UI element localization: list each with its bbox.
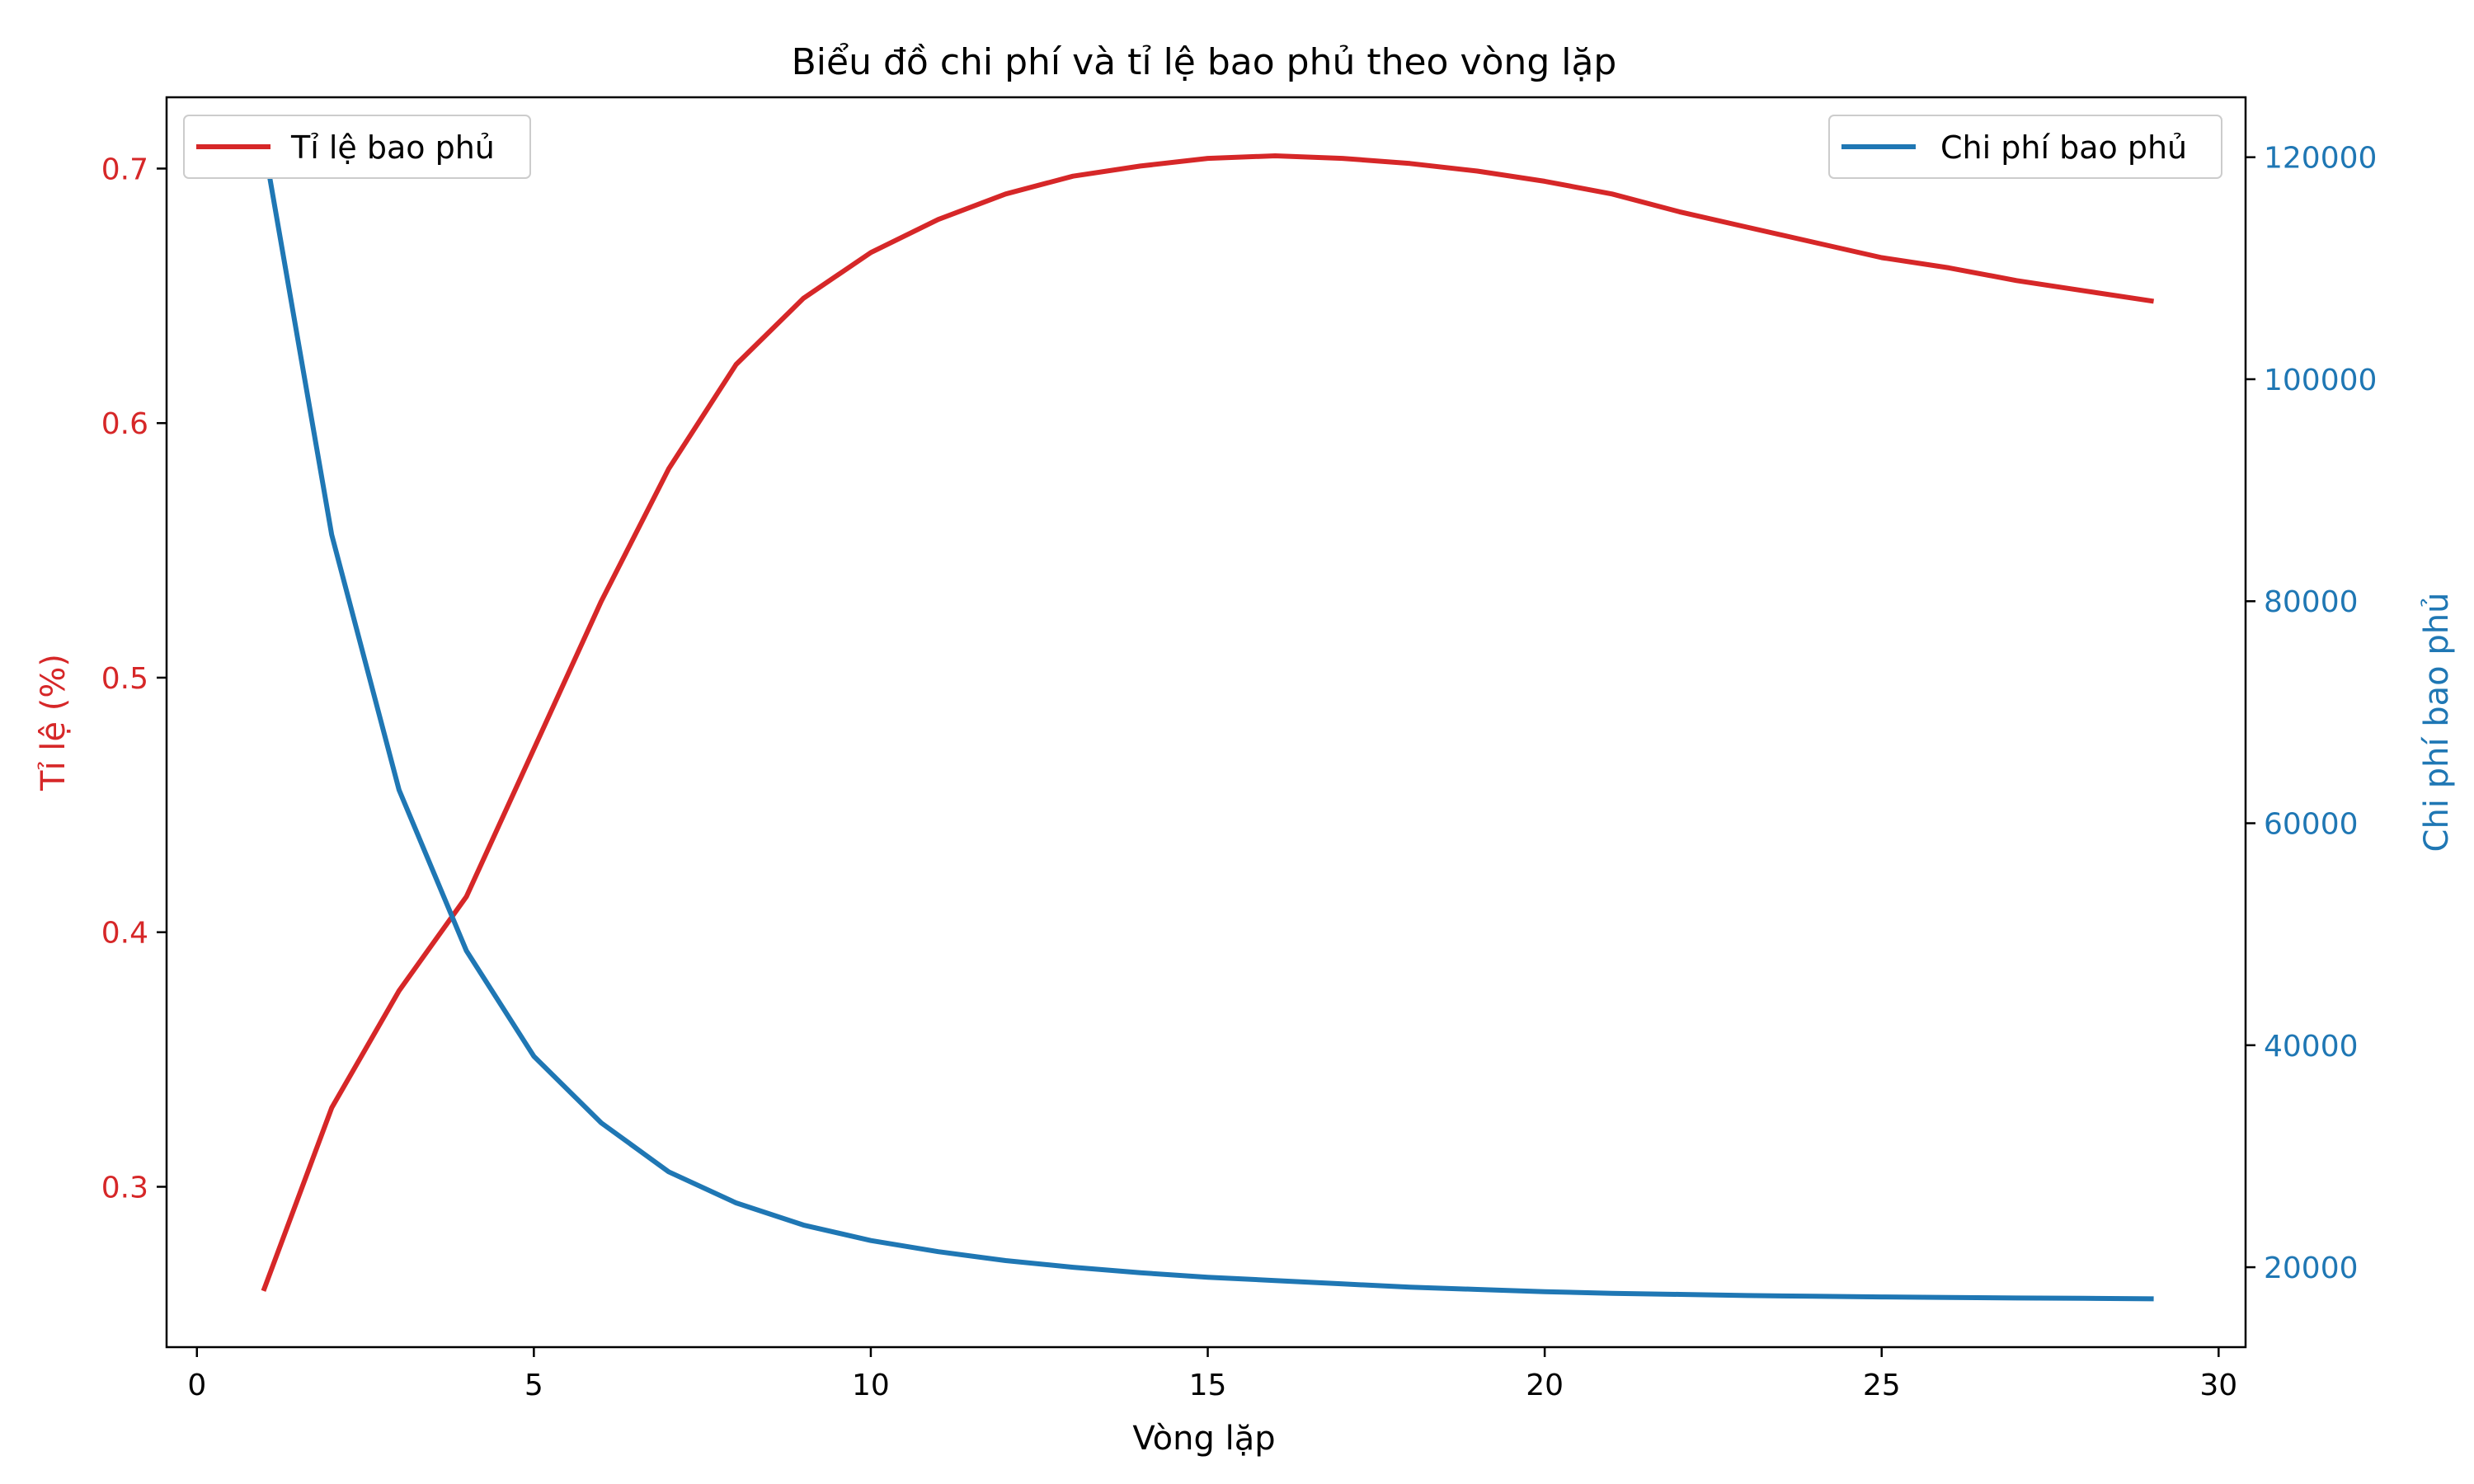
y-right-tick-label: 40000 [2264, 1030, 2359, 1064]
series-line-coverage-cost [261, 143, 2154, 1302]
y-left-axis-label: Tỉ lệ (%) [35, 654, 73, 791]
legend-label-coverage-rate: Tỉ lệ bao phủ [290, 129, 495, 166]
x-tick-label: 5 [524, 1369, 543, 1402]
plot-area: 0 5 10 15 20 25 30 0.3 0.4 0.5 0.6 0.7 20000 40000 600… [101, 96, 2377, 1402]
legend-left: Tỉ lệ bao phủ [183, 115, 531, 179]
x-axis-label: Vòng lặp [1132, 1420, 1275, 1458]
x-tick-label: 0 [187, 1369, 206, 1402]
x-tick-label: 20 [1526, 1369, 1564, 1402]
y-right-tick-label: 80000 [2264, 585, 2359, 619]
y-right-axis-label: Chi phí bao phủ [2418, 593, 2456, 852]
y-left-tick-label: 0.6 [101, 407, 148, 441]
y-left-tick-label: 0.3 [101, 1171, 148, 1205]
y-right-tick-label: 20000 [2264, 1252, 2359, 1285]
legend-left-box [183, 115, 531, 179]
y-left-tick-label: 0.5 [101, 662, 148, 696]
y-left-tick-label: 0.7 [101, 153, 148, 186]
x-tick-label: 15 [1189, 1369, 1227, 1402]
x-tick-label: 30 [2199, 1369, 2237, 1402]
x-tick-label: 25 [1863, 1369, 1901, 1402]
plot-frame [165, 96, 2247, 1349]
chart-title: Biểu đồ chi phí và tỉ lệ bao phủ theo vò… [792, 41, 1617, 83]
legend-label-coverage-cost: Chi phí bao phủ [1940, 129, 2187, 166]
y-left-tick-label: 0.4 [101, 917, 148, 951]
legend-right: Chi phí bao phủ [1828, 115, 2222, 179]
series-line-coverage-rate [261, 153, 2155, 1292]
y-right-tick-label: 60000 [2264, 808, 2359, 842]
y-right-tick-label: 100000 [2264, 364, 2377, 397]
x-tick-label: 10 [852, 1369, 890, 1402]
legend-right-box [1828, 115, 2222, 179]
y-right-tick-label: 120000 [2264, 142, 2377, 176]
